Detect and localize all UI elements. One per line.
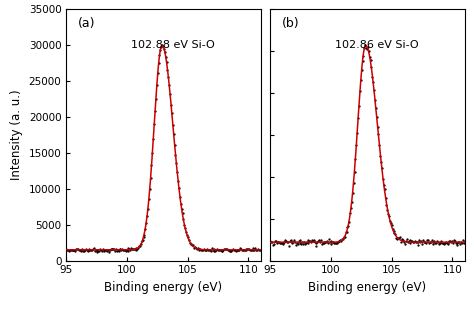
- X-axis label: Binding energy (eV): Binding energy (eV): [309, 281, 427, 294]
- Text: 102.86 eV Si-O: 102.86 eV Si-O: [335, 40, 419, 50]
- Text: 102.88 eV Si-O: 102.88 eV Si-O: [131, 40, 215, 50]
- Y-axis label: Intensity (a. u.): Intensity (a. u.): [10, 90, 23, 180]
- X-axis label: Binding energy (eV): Binding energy (eV): [104, 281, 222, 294]
- Text: (b): (b): [282, 17, 300, 30]
- Text: (a): (a): [78, 17, 96, 30]
